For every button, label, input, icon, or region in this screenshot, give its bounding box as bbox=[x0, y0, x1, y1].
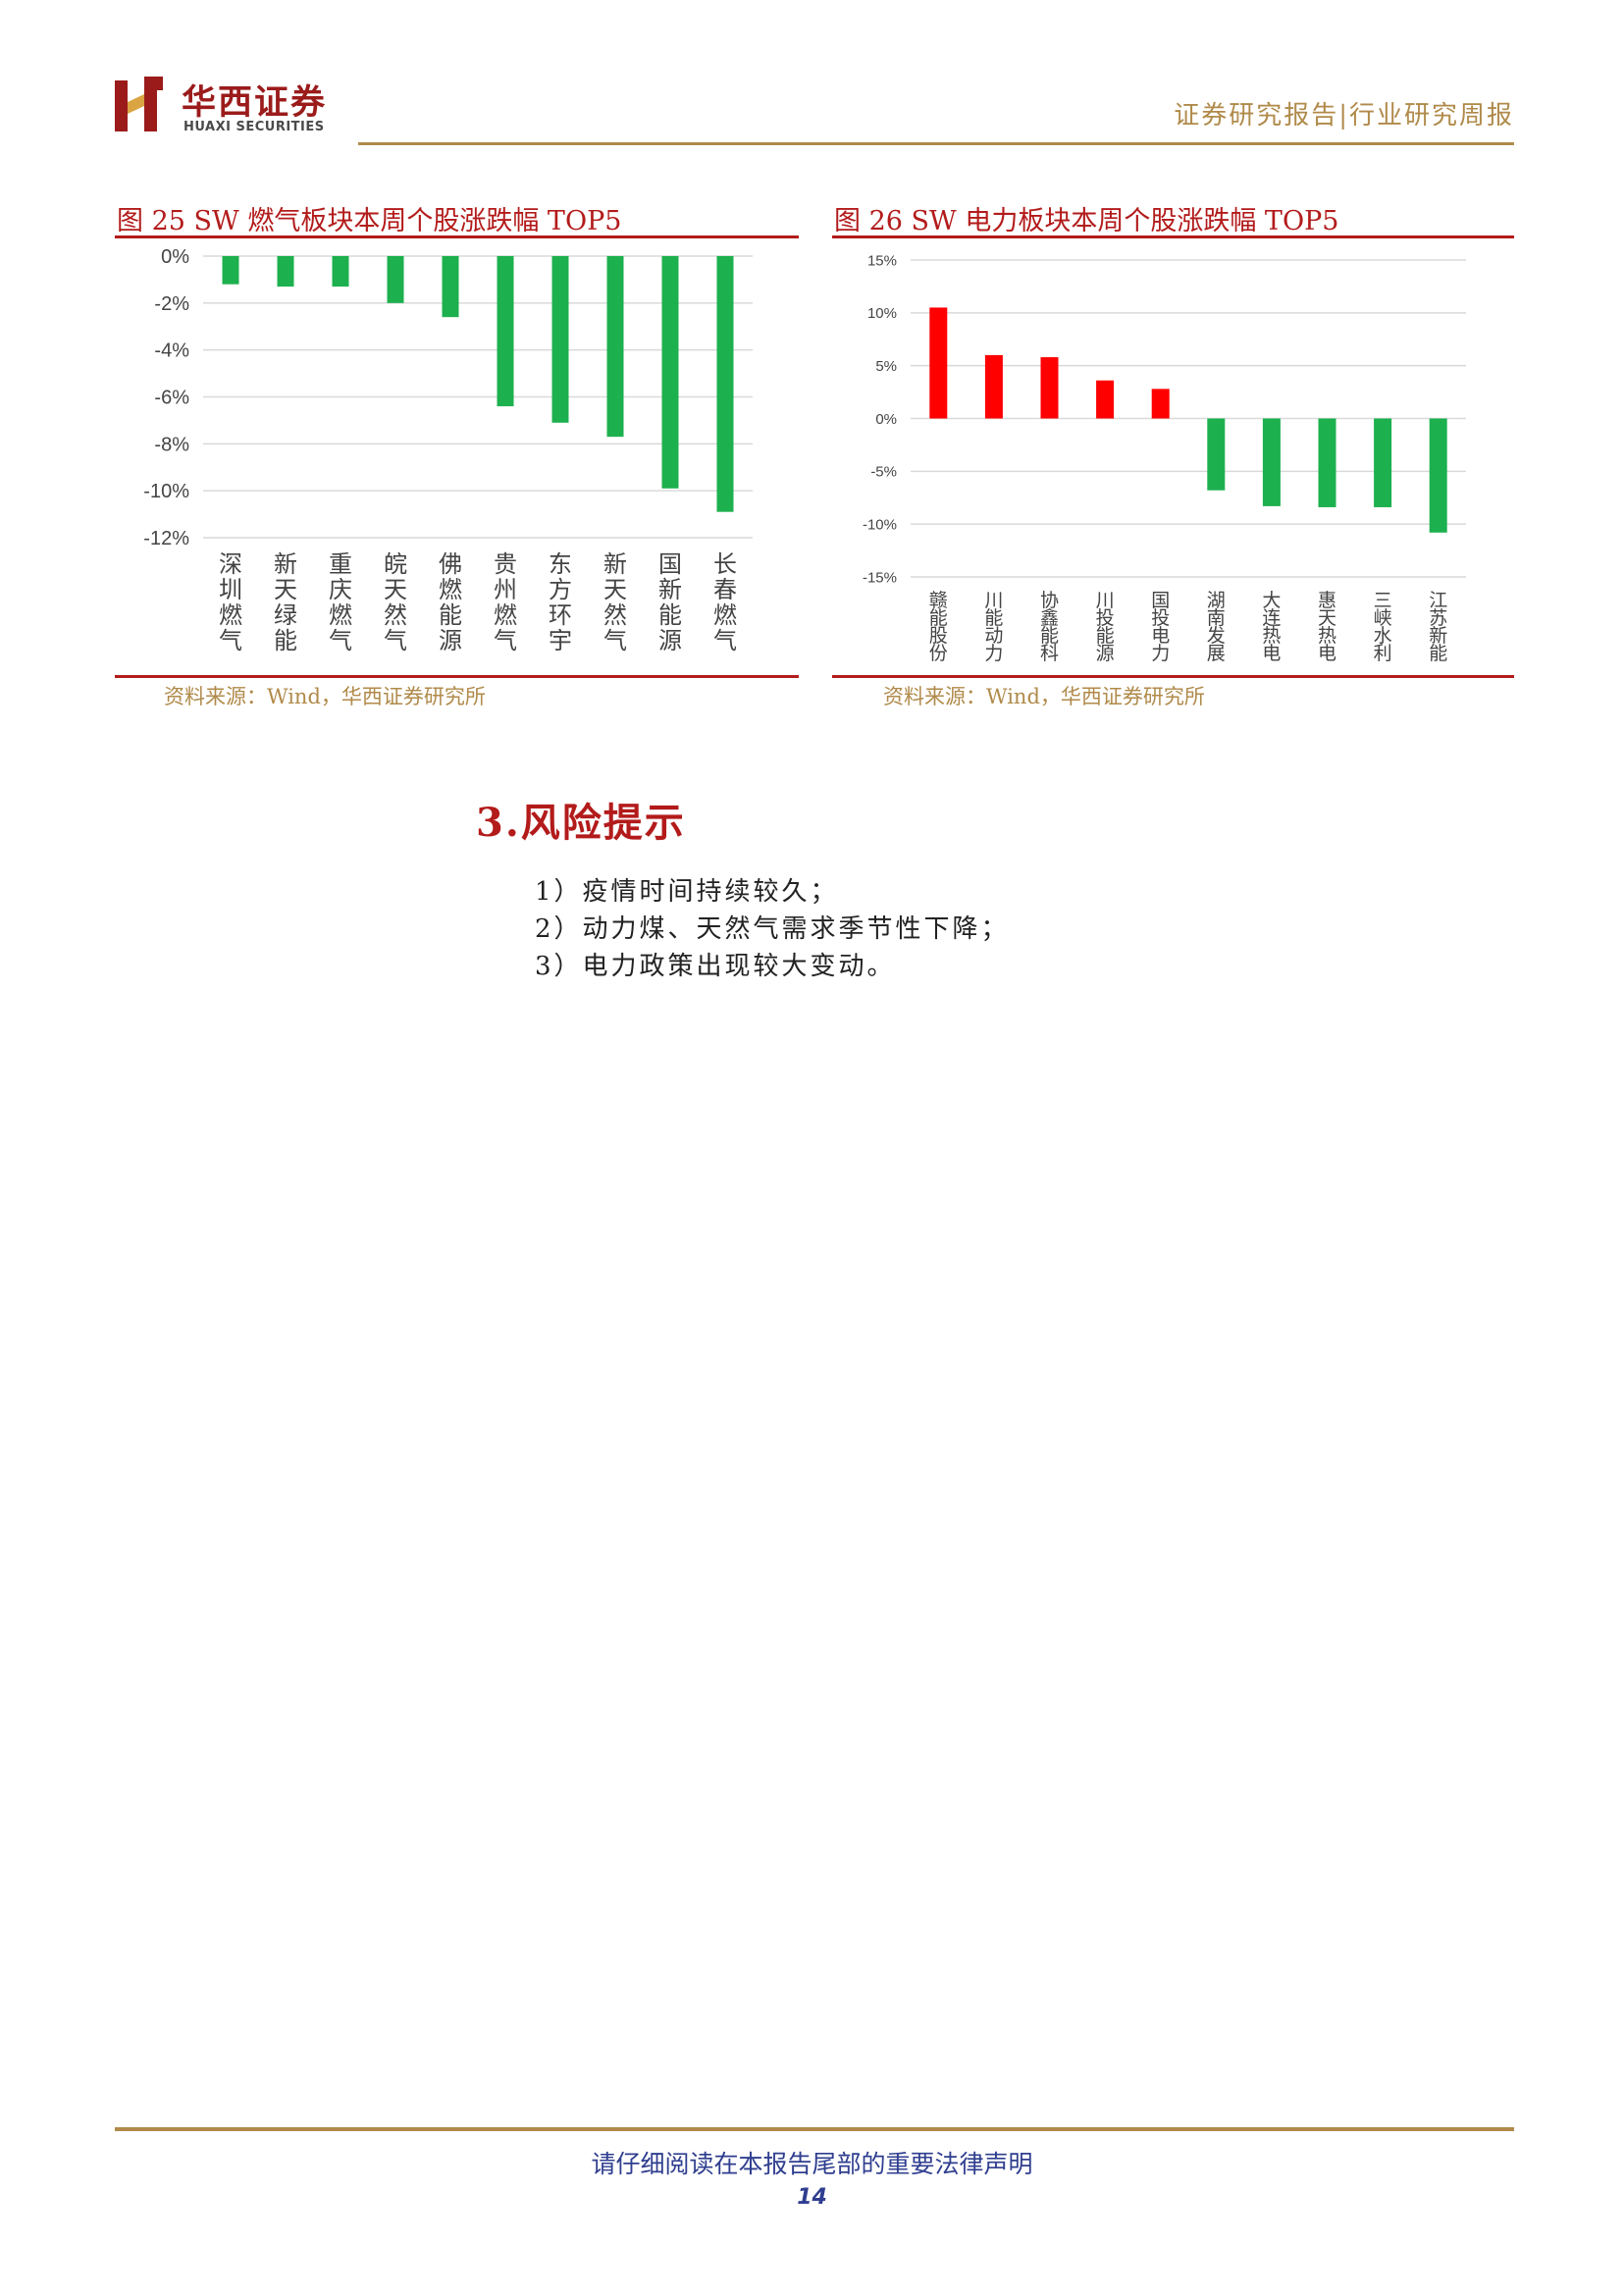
figure-25-top-rule bbox=[115, 235, 799, 238]
x-category-label: 深圳燃气 bbox=[219, 550, 242, 654]
bar bbox=[929, 307, 948, 419]
page-number: 14 bbox=[797, 2185, 827, 2210]
x-category-label: 协鑫能科 bbox=[1040, 590, 1059, 664]
x-category-label: 长春燃气 bbox=[713, 550, 737, 654]
x-category-label: 皖天然气 bbox=[384, 550, 407, 654]
x-category-label: 重庆燃气 bbox=[329, 550, 352, 654]
bar bbox=[1040, 357, 1059, 419]
y-tick-label: 15% bbox=[867, 252, 897, 269]
x-category-label: 大连热电 bbox=[1262, 590, 1281, 664]
x-category-label: 国新能源 bbox=[658, 550, 682, 654]
gas-sector-bar-chart: 0% -2% -4% -6% -8% -10% -12% 深圳燃气 新天绿能 重庆燃气 皖天然气 佛燃… bbox=[143, 246, 753, 654]
huaxi-logo-icon bbox=[115, 77, 168, 131]
y-tick-label: -5% bbox=[870, 464, 897, 481]
figure-25-caption: 图 25 SW 燃气板块本周个股涨跌幅 TOP5 bbox=[117, 206, 622, 236]
x-category-label: 三峡水利 bbox=[1374, 590, 1392, 664]
bar bbox=[661, 256, 679, 489]
x-category-label: 江苏新能 bbox=[1429, 590, 1447, 664]
x-category-label: 湖南发展 bbox=[1207, 590, 1226, 664]
bar bbox=[551, 256, 569, 423]
y-tick-label: 0% bbox=[875, 411, 897, 428]
company-name-cn: 华西证券 bbox=[182, 83, 328, 123]
bar bbox=[1262, 418, 1281, 506]
x-category-label: 新天然气 bbox=[603, 550, 627, 654]
y-tick-label: 0% bbox=[161, 246, 189, 268]
y-tick-label: -15% bbox=[863, 569, 897, 586]
bar bbox=[497, 256, 514, 407]
figure-26-top-rule bbox=[832, 235, 1514, 238]
y-tick-label: -10% bbox=[863, 516, 897, 533]
bar bbox=[984, 354, 1003, 419]
footer-divider bbox=[115, 2127, 1514, 2131]
bar bbox=[606, 256, 624, 438]
bar bbox=[387, 256, 404, 303]
legal-notice: 请仔细阅读在本报告尾部的重要法律声明 bbox=[591, 2150, 1033, 2178]
x-category-label: 川投能源 bbox=[1096, 590, 1115, 664]
bar bbox=[277, 256, 294, 287]
y-tick-label: -10% bbox=[143, 481, 189, 502]
figure-25-source: 资料来源：Wind，华西证券研究所 bbox=[164, 685, 486, 708]
figure-25-bottom-rule bbox=[115, 675, 799, 678]
bar bbox=[332, 256, 349, 287]
figure-26-source: 资料来源：Wind，华西证券研究所 bbox=[883, 685, 1205, 708]
x-category-label: 国投电力 bbox=[1151, 590, 1170, 664]
risk-section-title: 3.风险提示 bbox=[476, 800, 686, 846]
bar bbox=[442, 256, 459, 318]
bar bbox=[1318, 418, 1336, 507]
risk-item: 3）电力政策出现较大变动。 bbox=[535, 952, 896, 981]
bar bbox=[716, 256, 734, 512]
y-tick-label: -4% bbox=[154, 340, 189, 362]
risk-item: 2）动力煤、天然气需求季节性下降； bbox=[535, 914, 1010, 944]
y-tick-label: 5% bbox=[875, 358, 897, 375]
figure-26-caption: 图 26 SW 电力板块本周个股涨跌幅 TOP5 bbox=[834, 206, 1339, 236]
x-category-label: 川能动力 bbox=[984, 590, 1003, 664]
bar bbox=[1096, 380, 1115, 419]
report-type: 证券研究报告|行业研究周报 bbox=[1174, 101, 1514, 130]
x-category-label: 惠天热电 bbox=[1318, 590, 1336, 664]
header-divider bbox=[358, 142, 1514, 145]
x-category-label: 赣能股份 bbox=[929, 590, 948, 664]
x-category-label: 新天绿能 bbox=[274, 550, 297, 654]
x-category-label: 东方环宇 bbox=[549, 550, 572, 654]
bar bbox=[1374, 418, 1392, 507]
x-category-label: 贵州燃气 bbox=[494, 550, 517, 654]
risk-item: 1）疫情时间持续较久； bbox=[535, 877, 839, 907]
bar bbox=[222, 256, 239, 285]
y-tick-label: -6% bbox=[154, 388, 189, 409]
x-category-label: 佛燃能源 bbox=[439, 550, 462, 654]
bar bbox=[1429, 418, 1447, 533]
bar bbox=[1207, 418, 1226, 491]
company-name-en: HUAXI SECURITIES bbox=[183, 120, 325, 134]
y-tick-label: -8% bbox=[154, 434, 189, 455]
figure-26-bottom-rule bbox=[832, 675, 1514, 678]
y-tick-label: -12% bbox=[143, 528, 189, 549]
power-sector-bar-chart: 15% 10% 5% 0% -5% -10% -15% 赣能股份 川能动力 协鑫能科 川投能源 国投电… bbox=[863, 252, 1466, 664]
bar bbox=[1151, 389, 1170, 419]
y-tick-label: 10% bbox=[867, 305, 897, 322]
y-tick-label: -2% bbox=[154, 293, 189, 315]
